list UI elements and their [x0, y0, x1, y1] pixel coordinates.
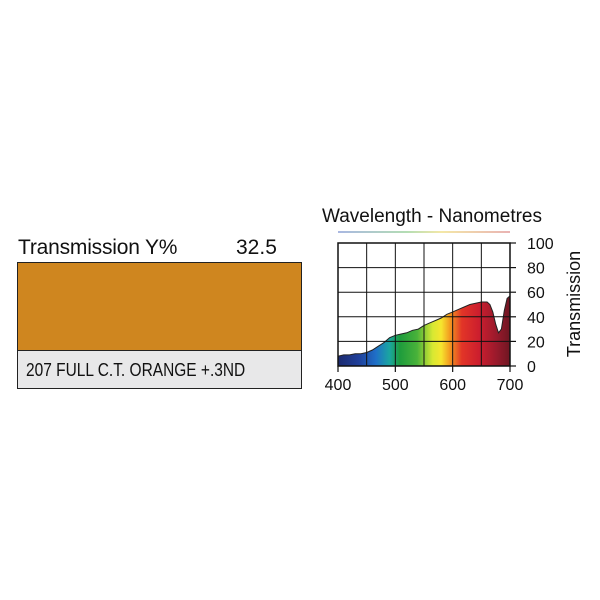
- y-tick-label: 40: [527, 310, 545, 327]
- y-tick-label: 100: [527, 236, 554, 253]
- y-tick-label: 20: [527, 334, 545, 351]
- x-tick-label: 400: [325, 377, 352, 394]
- x-tick-label: 500: [382, 377, 409, 394]
- filter-name: 207 FULL C.T. ORANGE +.3ND: [26, 360, 246, 380]
- plot-area: 0 20 40 60 80 100 400 500 600 700: [325, 236, 554, 394]
- transmission-value: 32.5: [236, 236, 277, 259]
- plot-frame: [337, 242, 511, 367]
- filter-name-bar: 207 FULL C.T. ORANGE +.3ND: [17, 351, 302, 389]
- chart-title: Wavelength - Nanometres: [322, 206, 542, 227]
- y-tick-label: 60: [527, 285, 545, 302]
- y-tick-label: 80: [527, 261, 545, 278]
- x-tick-label: 700: [497, 377, 524, 394]
- transmission-line: [337, 295, 511, 357]
- x-tick-label: 600: [439, 377, 466, 394]
- y-axis-label: Transmission: [564, 251, 584, 357]
- color-swatch: [17, 262, 302, 351]
- y-tick-label: 0: [527, 359, 536, 376]
- transmission-label: Transmission Y%: [18, 236, 178, 259]
